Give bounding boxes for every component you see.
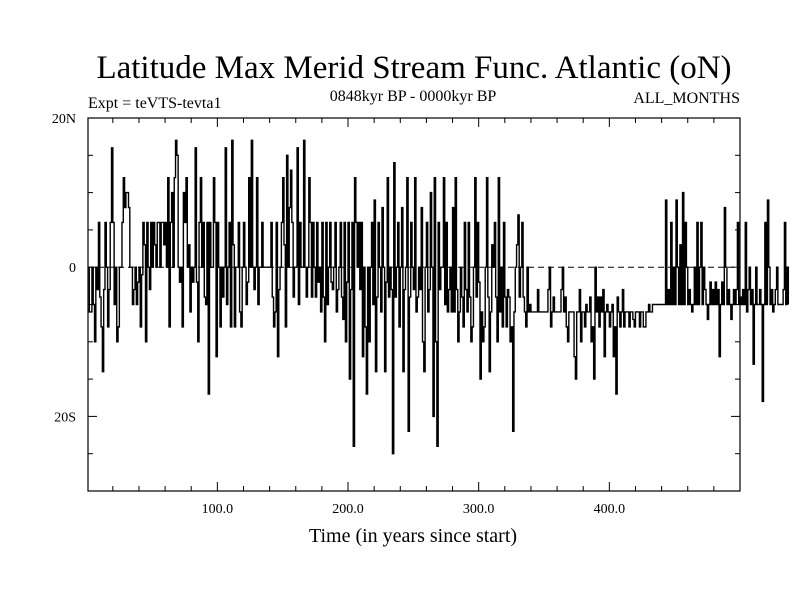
y-tick-label: 0 xyxy=(69,261,76,276)
plot-frame xyxy=(87,117,741,492)
y-tick-label: 20S xyxy=(54,410,76,425)
experiment-label: Expt = teVTS-tevta1 xyxy=(88,95,221,112)
chart-title: Latitude Max Merid Stream Func. Atlantic… xyxy=(96,50,731,86)
y-tick-label: 20N xyxy=(52,112,76,127)
time-range-label: 0848kyr BP - 0000kyr BP xyxy=(330,88,497,105)
plot-area: 100.0 200.0 300.0 400.0 20N 0 20S xyxy=(52,112,790,517)
x-tick-label: 400.0 xyxy=(594,502,626,517)
series-line-latitude xyxy=(88,139,790,455)
x-tick-label: 200.0 xyxy=(332,502,364,517)
x-axis-label: Time (in years since start) xyxy=(309,525,517,547)
months-label: ALL_MONTHS xyxy=(633,90,740,107)
x-tick-label: 300.0 xyxy=(463,502,495,517)
x-tick-label: 100.0 xyxy=(202,502,234,517)
